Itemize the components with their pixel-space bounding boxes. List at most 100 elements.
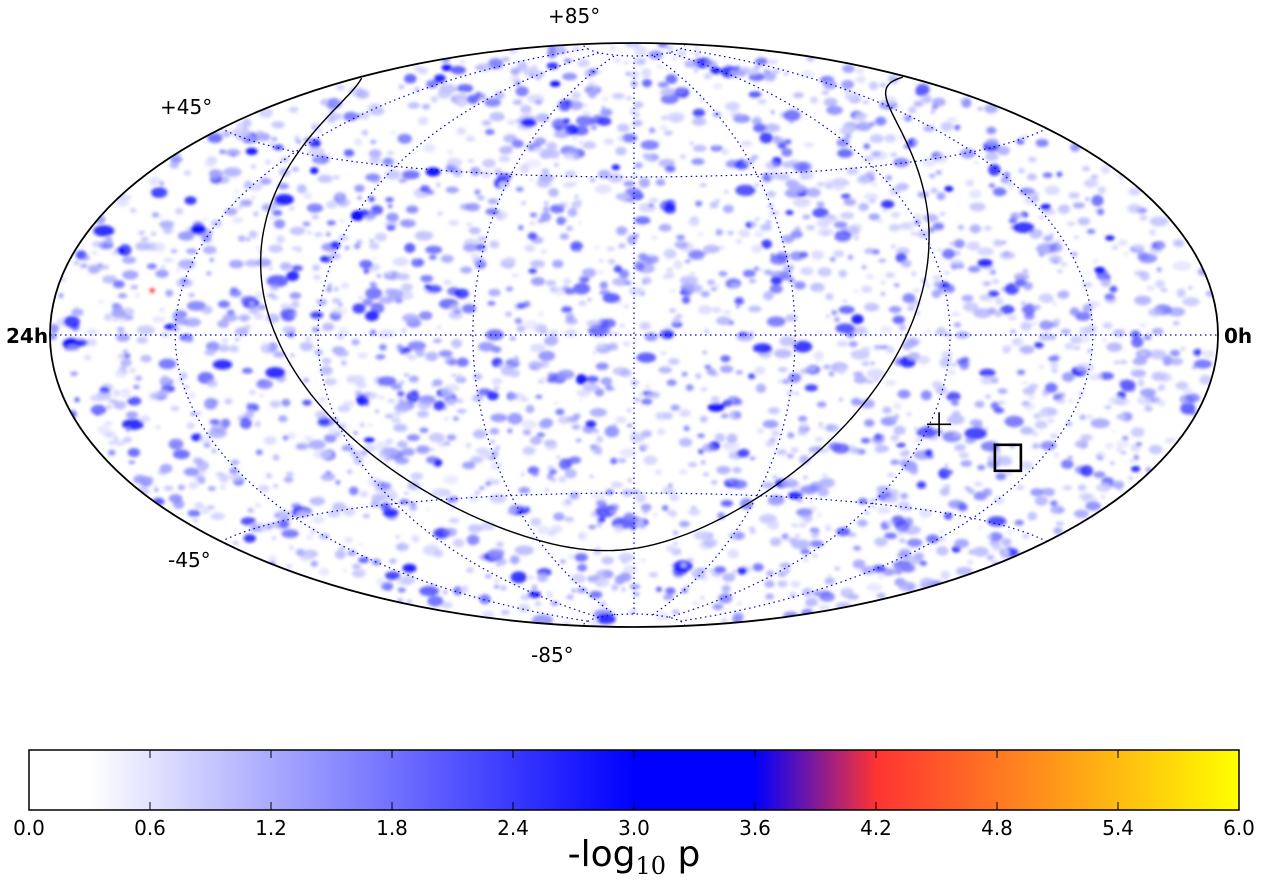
significance-blob [238,314,251,322]
significance-blob [875,116,887,126]
significance-blob [675,88,685,93]
significance-blob [702,538,718,548]
significance-blob [1105,295,1117,304]
significance-blob [79,263,88,269]
significance-blob [788,183,807,194]
significance-blob [310,311,324,319]
significance-blob [278,167,291,177]
significance-blob [493,578,500,584]
significance-blob [524,244,536,252]
significance-blob [709,66,721,75]
significance-blob [507,119,515,125]
significance-blob [1034,420,1048,429]
significance-blob [658,158,676,168]
significance-blob [274,194,294,206]
significance-blob [947,369,956,376]
significance-blob [202,245,217,255]
significance-blob [817,267,832,277]
significance-blob [601,556,614,565]
significance-blob [509,555,520,565]
significance-blob [496,215,504,221]
significance-blob [896,442,906,448]
significance-blob [651,235,658,240]
significance-blob [254,291,264,299]
significance-blob [977,107,984,111]
significance-blob [735,239,742,244]
significance-blob [369,329,377,336]
significance-blob [447,149,454,155]
significance-blob [698,304,712,315]
significance-blob [491,378,503,385]
significance-blob [369,239,375,243]
significance-blob [842,299,848,303]
significance-blob [329,98,343,109]
significance-blob [605,384,613,391]
significance-blob [1085,197,1090,201]
significance-blob [426,284,443,293]
significance-blob [798,161,812,173]
significance-blob [1133,454,1140,461]
significance-blob [307,230,312,235]
significance-blob [624,187,642,198]
significance-blob [546,473,554,480]
significance-blob [403,491,409,495]
significance-blob [345,156,351,160]
significance-blob [1067,455,1073,460]
significance-blob [312,327,320,333]
significance-blob [648,391,660,399]
significance-blob [692,601,698,605]
significance-blob [913,213,923,221]
significance-blob [641,398,653,405]
significance-blob [569,491,580,500]
significance-blob [408,355,417,360]
significance-blob [296,140,302,144]
significance-blob [1120,359,1127,365]
significance-blob [1102,322,1113,329]
significance-blob [281,312,295,322]
significance-blob [902,461,918,472]
significance-blob [273,296,279,300]
significance-blob [594,184,612,194]
significance-blob [518,486,531,494]
significance-blob [575,115,594,127]
significance-blob [997,388,1008,394]
significance-blob [588,90,597,99]
significance-blob [477,63,492,72]
significance-blob [402,313,419,323]
significance-blob [401,283,413,292]
significance-blob [862,100,869,104]
significance-blob [916,481,927,489]
significance-blob [465,442,472,449]
significance-blob [269,216,276,220]
significance-blob [368,196,375,202]
significance-blob [840,212,855,220]
significance-blob [1180,346,1186,351]
colorbar-tick-label: 1.8 [376,816,408,840]
significance-blob [998,400,1003,405]
significance-blob [513,355,520,362]
significance-blob [589,475,594,478]
significance-blob [908,106,917,114]
ra-gridline [652,54,796,616]
significance-blob [783,536,793,542]
significance-blob [935,386,948,395]
significance-blob [603,138,615,145]
significance-blob [632,119,643,127]
significance-blob [370,139,377,145]
significance-blob [1086,414,1094,420]
significance-blob [196,460,209,471]
significance-blob [1106,342,1123,352]
significance-blob [1128,187,1142,196]
significance-blob [538,380,543,384]
significance-blob [192,518,199,523]
significance-blob [1155,279,1165,289]
significance-blob [594,388,605,397]
significance-blob [1048,254,1062,265]
significance-blob [393,411,401,417]
significance-blob [972,546,989,557]
significance-blob [93,225,115,237]
significance-blob [843,198,857,206]
significance-blob [1082,166,1090,172]
significance-blob [773,348,793,359]
significance-blob [734,159,749,170]
